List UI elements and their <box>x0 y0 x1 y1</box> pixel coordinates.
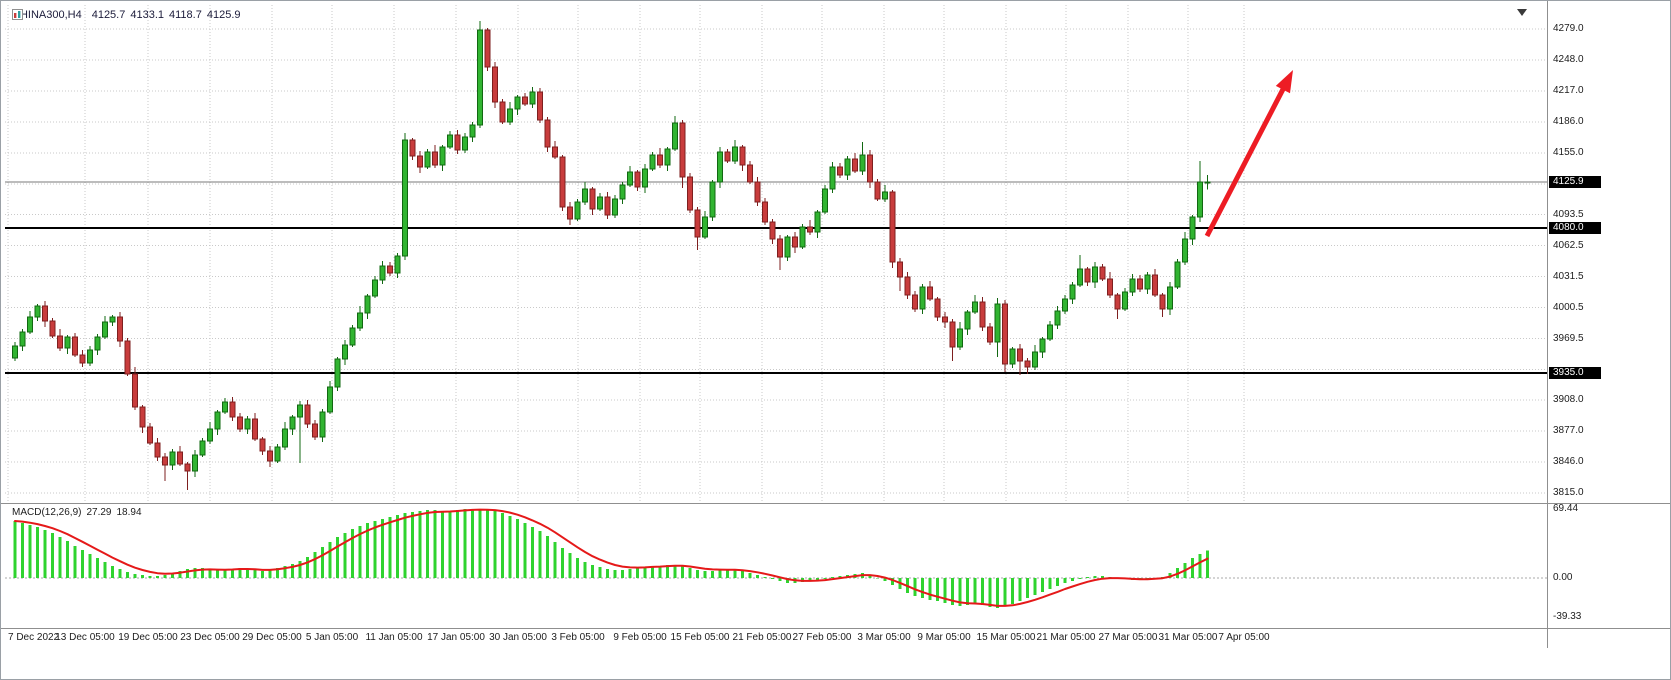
time-tick-label: 29 Dec 05:00 <box>242 632 302 643</box>
time-tick-label: 3 Mar 05:00 <box>857 632 911 643</box>
price-tick-label: 3877.0 <box>1553 425 1584 436</box>
macd-signal-value: 18.94 <box>116 507 142 518</box>
price-tick-label: 3969.5 <box>1553 332 1584 344</box>
price-tick-label: 4062.5 <box>1553 239 1584 251</box>
price-tag: 3935.0 <box>1549 367 1601 379</box>
time-tick-label: 15 Feb 05:00 <box>670 632 730 643</box>
macd-tick-label: 0.00 <box>1553 572 1573 583</box>
time-tick-label: 17 Jan 05:00 <box>427 632 485 643</box>
price-tick-label: 4000.5 <box>1553 301 1584 313</box>
time-tick-label: 21 Feb 05:00 <box>732 632 792 643</box>
time-tick-label: 15 Mar 05:00 <box>976 632 1036 643</box>
price-tick-label: 3908.0 <box>1553 394 1584 405</box>
time-tick-label: 27 Mar 05:00 <box>1098 632 1158 643</box>
scale-separator <box>1547 1 1548 648</box>
price-scale[interactable]: 4279.0 4248.0 4217.0 4186.0 4155.0 4093.5 4062… <box>1549 5 1669 502</box>
macd-signal-line <box>14 508 1209 607</box>
candles <box>12 21 1211 490</box>
panel-separator[interactable] <box>1 503 1670 504</box>
price-tick-label: 4217.0 <box>1553 85 1584 96</box>
price-tick-label: 4248.0 <box>1553 54 1584 65</box>
time-scale[interactable]: 7 Dec 2022 13 Dec 05:00 19 Dec 05:00 23 Dec… <box>5 630 1547 647</box>
macd-indicator-panel[interactable]: MACD(12,26,9) 27.29 18.94 <box>5 504 1547 628</box>
time-tick-label: 9 Mar 05:00 <box>917 632 971 643</box>
time-tick-label: 31 Mar 05:00 <box>1158 632 1218 643</box>
chart-icon <box>12 9 23 20</box>
price-tag: 4080.0 <box>1549 222 1601 234</box>
close-value: 4125.9 <box>206 9 241 21</box>
price-chart-panel[interactable]: CHINA300,H4 4125.7 4133.1 4118.7 4125.9 <box>5 5 1547 502</box>
price-tick-label: 3815.0 <box>1553 487 1584 498</box>
high-value: 4133.1 <box>130 9 165 21</box>
macd-indicator-label: MACD(12,26,9) 27.29 18.94 <box>12 507 147 518</box>
trend-arrow[interactable] <box>1204 70 1293 238</box>
time-tick-label: 9 Feb 05:00 <box>613 632 667 643</box>
time-tick-label: 11 Jan 05:00 <box>365 632 423 643</box>
time-tick-label: 7 Dec 2022 <box>8 632 60 643</box>
price-tick-label: 4279.0 <box>1553 23 1584 34</box>
price-chart-canvas[interactable] <box>5 5 1547 502</box>
price-tick-label: 4155.0 <box>1553 147 1584 158</box>
price-tick-label: 4093.5 <box>1553 208 1584 220</box>
time-tick-label: 7 Apr 05:00 <box>1218 632 1270 643</box>
level-lines[interactable] <box>5 181 1547 374</box>
time-tick-label: 13 Dec 05:00 <box>55 632 115 643</box>
time-tick-label: 5 Jan 05:00 <box>305 632 359 643</box>
low-value: 4118.7 <box>169 9 202 21</box>
time-tick-label: 30 Jan 05:00 <box>489 632 547 643</box>
price-tick-label: 4186.0 <box>1553 116 1584 127</box>
macd-indicator-canvas[interactable] <box>5 504 1547 628</box>
symbol-info: CHINA300,H4 4125.7 4133.1 4118.7 4125.9 <box>12 9 241 21</box>
symbol-timeframe-label: CHINA300,H4 <box>12 9 82 21</box>
chart-shift-marker[interactable] <box>1517 9 1527 16</box>
time-tick-label: 21 Mar 05:00 <box>1036 632 1096 643</box>
time-tick-label: 27 Feb 05:00 <box>792 632 852 643</box>
ohlc-values: 4125.7 4133.1 4118.7 4125.9 <box>87 9 241 21</box>
grid <box>5 5 1547 502</box>
macd-main-value: 27.29 <box>86 507 112 518</box>
time-tick-label: 3 Feb 05:00 <box>551 632 605 643</box>
time-tick-label: 23 Dec 05:00 <box>180 632 240 643</box>
macd-scale[interactable]: 69.44 0.00 -39.33 <box>1549 502 1669 628</box>
macd-name-label: MACD(12,26,9) <box>12 507 82 518</box>
macd-histogram <box>13 509 1209 608</box>
macd-tick-label: -39.33 <box>1553 611 1582 623</box>
price-tick-label: 4031.5 <box>1553 270 1584 282</box>
macd-tick-label: 69.44 <box>1553 502 1579 514</box>
open-value: 4125.7 <box>91 9 126 21</box>
price-tick-label: 3846.0 <box>1553 456 1584 467</box>
price-tag: 4125.9 <box>1549 176 1601 189</box>
time-tick-label: 19 Dec 05:00 <box>118 632 178 643</box>
time-scale-separator <box>1 628 1670 629</box>
